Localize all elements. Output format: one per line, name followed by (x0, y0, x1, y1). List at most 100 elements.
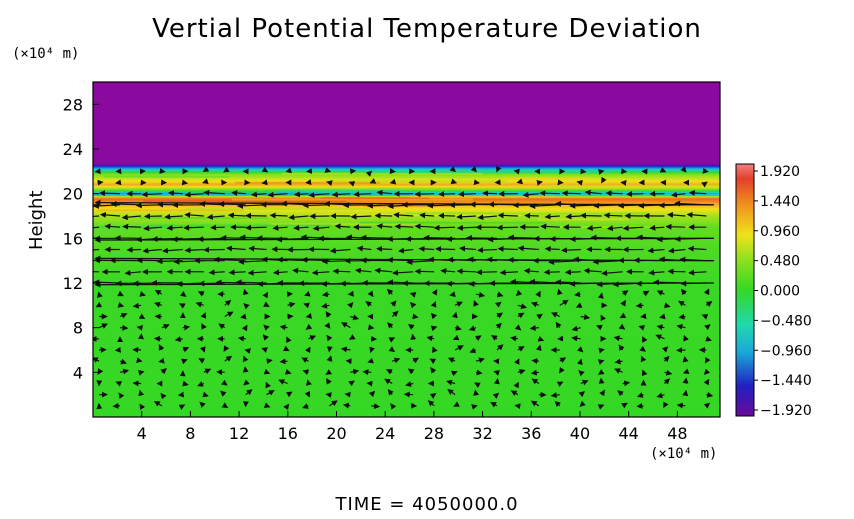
heatmap-band (93, 292, 720, 295)
heatmap-band (93, 374, 720, 376)
wind-vector (678, 300, 686, 307)
wind-vector (447, 388, 456, 396)
wind-vector (465, 234, 497, 241)
heatmap-streak (274, 206, 498, 209)
wind-vector (117, 301, 125, 308)
wind-vector (279, 324, 288, 331)
heatmap-band (93, 96, 720, 98)
wind-vector (447, 357, 456, 364)
heatmap-band (93, 128, 720, 131)
wind-vector (596, 324, 603, 331)
heatmap-streak (139, 216, 269, 219)
wind-vector (705, 301, 713, 307)
wind-vector (321, 291, 330, 298)
wind-vector (618, 344, 625, 352)
wind-vector (371, 403, 381, 410)
heatmap-band (93, 93, 720, 96)
wind-vector (473, 389, 480, 396)
heatmap-band (93, 358, 720, 361)
wind-vector (360, 234, 393, 241)
heatmap-band (93, 129, 720, 132)
wind-vector (429, 393, 437, 399)
heatmap-band (93, 138, 720, 141)
heatmap-band (93, 229, 720, 231)
heatmap-band (93, 149, 720, 152)
wind-vector (682, 368, 690, 375)
heatmap-band (93, 415, 720, 417)
heatmap-band (93, 232, 720, 235)
wind-vector (648, 269, 665, 276)
wind-vector (342, 402, 351, 409)
heatmap-band (93, 157, 720, 160)
wind-vector (414, 191, 435, 198)
wind-vector (326, 180, 333, 187)
wind-vector (663, 378, 671, 385)
x-tick-label: 4 (137, 424, 147, 443)
wind-vector (475, 369, 483, 376)
wind-vector (475, 291, 486, 298)
heatmap-band (93, 293, 720, 296)
heatmap-band (93, 126, 720, 129)
wind-vector (473, 300, 479, 307)
wind-vector (365, 301, 372, 308)
heatmap-band (93, 265, 720, 268)
colorbar-label: −1.440 (760, 373, 812, 389)
wind-vector (555, 321, 562, 329)
wind-vector (667, 247, 686, 254)
wind-vector (199, 401, 206, 408)
wind-vector (482, 190, 497, 197)
wind-vector (384, 378, 393, 385)
wind-vector (683, 334, 689, 342)
wind-vector (301, 357, 309, 363)
wind-vector (227, 212, 246, 219)
heatmap-band (93, 345, 720, 347)
heatmap-band (93, 83, 720, 86)
y-tick-label: 16 (63, 229, 83, 248)
heatmap-band (93, 402, 720, 404)
heatmap-band (93, 215, 720, 218)
heatmap-band (93, 410, 720, 412)
heatmap-band (93, 88, 720, 91)
x-unit-label: (×10⁴ m) (650, 446, 718, 462)
wind-vector (474, 335, 482, 342)
wind-vector (390, 300, 397, 307)
heatmap-band (93, 360, 720, 363)
wind-vector (200, 312, 207, 319)
wind-vector (388, 337, 396, 343)
wind-vector (197, 291, 205, 297)
wind-vector (386, 288, 394, 296)
wind-vector (263, 301, 270, 308)
wind-vector (551, 312, 561, 318)
wind-vector (544, 213, 560, 220)
wind-vector (614, 358, 623, 365)
heatmap-band (93, 177, 720, 180)
heatmap-band (93, 378, 720, 381)
heatmap-band (93, 124, 720, 126)
wind-vector (98, 323, 108, 329)
wind-vector (221, 379, 228, 386)
wind-vector (285, 391, 293, 398)
wind-vector (143, 225, 162, 232)
wind-vector (492, 392, 500, 399)
wind-vector (706, 391, 714, 398)
heatmap-band (93, 111, 720, 114)
wind-vector (578, 391, 586, 398)
heatmap-band (93, 227, 720, 230)
wind-vector (407, 368, 415, 375)
colorbar-label: −1.920 (760, 403, 812, 419)
heatmap-band (93, 242, 720, 245)
wind-vector (477, 247, 497, 254)
heatmap-band (93, 310, 720, 313)
wind-vector (263, 402, 271, 409)
wind-vector (312, 225, 330, 232)
wind-vector (496, 344, 504, 351)
wind-vector (688, 189, 707, 196)
heatmap-band (93, 344, 720, 346)
wind-vector (184, 191, 204, 198)
wind-vector (93, 248, 100, 251)
heatmap-band (93, 257, 720, 259)
heatmap-band (93, 312, 720, 315)
wind-vector (418, 245, 435, 252)
heatmap-band (93, 174, 720, 177)
wind-vector (387, 389, 394, 396)
